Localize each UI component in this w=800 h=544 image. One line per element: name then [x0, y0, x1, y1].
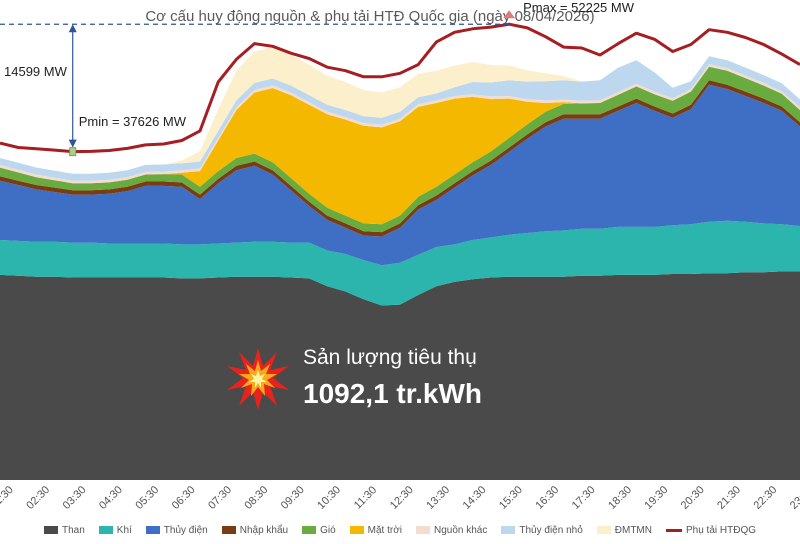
legend-swatch	[98, 526, 113, 534]
arrow-up-icon	[68, 24, 77, 33]
pmin-annotation: Pmin = 37626 MW	[78, 113, 187, 129]
x-tick-label: 10:30	[315, 484, 343, 512]
x-axis-ticks: 01:30 02:30 03:30 04:30 05:30 06:30 07:30 08:30…	[0, 484, 800, 512]
x-tick-label: 02:30	[24, 484, 52, 512]
legend-label: Phụ tải HTĐQG	[685, 524, 757, 536]
x-tick-label: 16:30	[533, 484, 561, 512]
consumption-overlay: Sản lượng tiêu thụ 1092,1 tr.kWh	[225, 338, 545, 418]
x-tick-label: 01:30	[0, 484, 16, 512]
legend-item-gio: Gió	[302, 525, 336, 536]
area-thuy-dien	[0, 84, 800, 266]
legend-label: Thủy điện	[163, 524, 208, 536]
x-tick-label: 12:30	[388, 484, 416, 512]
x-tick-label: 19:30	[642, 484, 670, 512]
pmax-annotation: Pmax = 52225 MW	[523, 0, 634, 16]
legend-swatch	[349, 526, 364, 534]
legend-swatch	[302, 526, 317, 534]
area-dmtmn	[0, 47, 800, 174]
consumption-label: Sản lượng tiêu thụ	[303, 346, 477, 369]
legend-swatch	[43, 526, 58, 534]
line-phu-tai-htdqg	[0, 22, 800, 154]
legend-swatch	[145, 526, 160, 534]
area-thuy-dien-nho	[0, 56, 800, 181]
x-tick-label: 11:30	[352, 484, 379, 511]
area-than	[0, 271, 800, 480]
legend-label: ĐMTMN	[614, 524, 652, 536]
legend-swatch	[221, 526, 236, 534]
legend-item-dmtmn: ĐMTMN	[596, 524, 652, 536]
legend-item-phu-tai-htdqg: Phụ tải HTĐQG	[665, 524, 757, 536]
legend-swatch	[665, 528, 682, 532]
legend-item-thuy-dien-nho: Thủy điện nhỏ	[501, 524, 583, 536]
area-layers	[0, 47, 800, 480]
legend-swatch	[416, 526, 430, 534]
legend-label: Thủy điện nhỏ	[519, 524, 583, 536]
legend-swatch	[501, 526, 516, 534]
x-tick-label: 08:30	[242, 484, 270, 512]
consumption-value: 1092,1 tr.kWh	[303, 378, 482, 409]
legend-label: Than	[61, 524, 85, 536]
x-tick-label: 22:30	[752, 484, 780, 512]
x-tick-label: 17:30	[570, 484, 598, 512]
area-mat-troi	[0, 66, 800, 225]
area-nhap-khau	[0, 80, 800, 237]
x-tick-label: 15:30	[497, 484, 525, 512]
legend-item-than: Than	[43, 524, 85, 536]
chart-title: Cơ cấu huy động nguồn & phụ tải HTĐ Quốc…	[145, 8, 595, 25]
load-line-layer	[0, 22, 800, 154]
stacked-area-chart: 01:30 02:30 03:30 04:30 05:30 06:30 07:30 08:30…	[0, 10, 800, 512]
legend-item-nhap-khau: Nhập khẩu	[221, 524, 289, 536]
legend-swatch	[596, 526, 611, 534]
legend-label: Gió	[320, 524, 336, 536]
x-tick-label: 03:30	[61, 484, 89, 512]
x-tick-label: 05:30	[133, 484, 161, 512]
annotation-lines	[0, 10, 516, 157]
x-tick-label: 06:30	[170, 484, 198, 512]
range-annotation: 14599 MW	[4, 63, 67, 79]
pmin-marker	[69, 147, 77, 157]
x-tick-label: 07:30	[206, 484, 234, 512]
x-tick-label: 04:30	[97, 484, 125, 512]
x-tick-label: 23:30	[788, 484, 800, 512]
area-gio	[0, 66, 800, 233]
legend-label: Khí	[116, 524, 132, 536]
legend-label: Nguồn khác	[434, 524, 488, 536]
area-khi	[0, 220, 800, 306]
x-tick-label: 09:30	[279, 484, 307, 512]
x-tick-label: 21:30	[715, 484, 743, 512]
legend-item-nguon-khac: Nguồn khác	[416, 525, 487, 536]
legend-label: Mặt trời	[367, 524, 402, 536]
x-tick-label: 13:30	[424, 484, 452, 512]
legend-item-mat-troi: Mặt trời	[349, 524, 402, 536]
x-tick-label: 18:30	[606, 484, 634, 512]
x-tick-label: 14:30	[461, 484, 489, 512]
legend-label: Nhập khẩu	[239, 524, 289, 536]
explosion-icon	[227, 348, 289, 410]
legend-item-thuy-dien: Thủy điện	[145, 524, 208, 536]
arrow-down-icon	[68, 139, 77, 148]
pmax-marker	[503, 10, 516, 19]
x-tick-label: 20:30	[679, 484, 707, 512]
chart-legend: Than Khí Thủy điện Nhập khẩu Gió Mặt trời Nguồ…	[0, 520, 800, 540]
legend-item-khi: Khí	[98, 524, 132, 536]
